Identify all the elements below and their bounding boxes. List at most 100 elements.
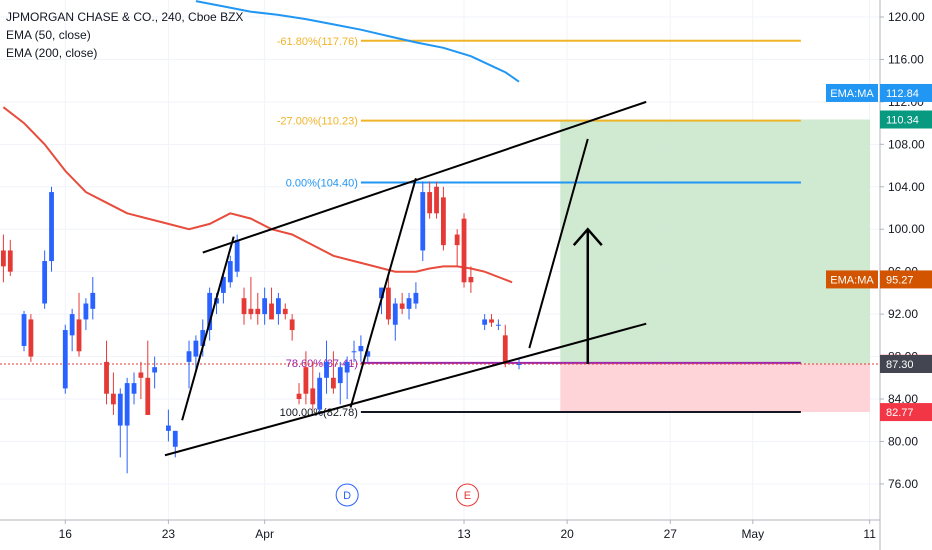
price-tag (880, 270, 932, 289)
price-tag (880, 403, 932, 422)
price-tag (880, 110, 932, 129)
candle-body (289, 319, 295, 331)
time-tick-label: 11 (863, 527, 876, 541)
candle-body (138, 372, 144, 378)
candle-body (255, 308, 261, 315)
candle-body (131, 383, 137, 394)
price-tag-value: 82.77 (886, 407, 914, 419)
event-marker (455, 483, 479, 507)
candle-body (49, 192, 54, 262)
up-arrow-head (572, 227, 603, 247)
candle-body (399, 303, 405, 309)
position-zones (560, 119, 870, 413)
candle-body (7, 250, 13, 272)
candle-body (496, 324, 501, 326)
price-tag (880, 83, 932, 102)
ema200-line (195, 0, 520, 83)
price-tick-label: 76.00 (888, 477, 918, 491)
price-tag-value: 112.84 (886, 88, 919, 100)
candle-body (441, 197, 446, 246)
price-tick-label: 80.00 (888, 434, 918, 448)
candles (1, 181, 522, 474)
ema50-line (2, 106, 513, 284)
candle-body (296, 393, 302, 400)
ema-tag (826, 83, 878, 102)
candle-body (386, 287, 391, 320)
ema-tag-label: EMA:MA (830, 274, 874, 286)
candle-body (482, 319, 488, 325)
candle-body (124, 383, 130, 426)
price-tick-label: 92.00 (888, 307, 918, 321)
price-tag-value: 110.34 (886, 114, 919, 126)
candle-body (152, 367, 158, 373)
candle-body (406, 298, 412, 309)
candle-body (365, 351, 371, 357)
candle-body (461, 218, 467, 283)
candle-body (200, 330, 206, 346)
candle-body (310, 388, 316, 405)
candle-body (489, 319, 494, 323)
candle-body (331, 377, 336, 389)
candle-body (227, 261, 233, 283)
time-tick-label: 13 (457, 527, 471, 541)
candle-body (351, 351, 357, 353)
trendline (181, 236, 235, 421)
time-tick-label: Apr (255, 527, 274, 541)
candle-body (379, 287, 384, 299)
candle-body (303, 367, 309, 394)
time-axis[interactable]: 16 23 Apr 13 20 27 May 11 (0, 519, 880, 541)
event-label: D (343, 490, 351, 502)
symbol-title[interactable]: JPMORGAN CHASE & CO., 240, Cboe BZX (6, 10, 244, 24)
candle-body (117, 393, 123, 426)
candle-body (248, 308, 254, 315)
candle-body (392, 303, 398, 325)
candle-body (276, 298, 281, 315)
candle-body (344, 361, 350, 373)
chart-legend: JPMORGAN CHASE & CO., 240, Cboe BZX EMA … (6, 8, 243, 62)
ema-lines (2, 0, 520, 284)
price-tick-label: 100.00 (888, 222, 925, 236)
price-tick-label: 120.00 (888, 10, 925, 24)
candle-body (111, 393, 116, 405)
candle-body (468, 276, 474, 283)
trendline (202, 100, 647, 254)
fib-label: -61.80%(117.76) (277, 36, 358, 48)
time-tick-label: 27 (664, 527, 678, 541)
trendline (349, 178, 417, 408)
trendlines (164, 100, 647, 457)
candle-body (324, 361, 329, 378)
price-tick-label: 84.00 (888, 392, 918, 406)
candle-body (516, 364, 522, 365)
candle-body (172, 430, 178, 447)
candle-body (21, 314, 27, 346)
candle-body (269, 303, 274, 320)
price-tag-value: 87.30 (886, 359, 914, 371)
candle-body (69, 314, 75, 336)
fib-label: -27.00%(110.23) (277, 116, 358, 128)
trendline (164, 322, 647, 457)
trendline (528, 138, 589, 349)
candle-body (83, 303, 89, 320)
candle-body (454, 234, 460, 246)
time-tick-label: 23 (162, 527, 176, 541)
candle-body (234, 239, 240, 272)
candle-body (434, 186, 439, 214)
profit-zone (560, 119, 870, 364)
ema200-legend[interactable]: EMA (200, close) (6, 46, 98, 60)
candle-body (76, 319, 82, 352)
ema50-legend[interactable]: EMA (50, close) (6, 28, 91, 42)
candle-body (145, 377, 151, 415)
candle-body (90, 292, 96, 309)
candle-body (62, 330, 68, 389)
price-tag (880, 355, 932, 373)
candle-body (207, 292, 213, 331)
candle-body (420, 192, 426, 251)
loss-zone (560, 363, 870, 413)
candle-body (1, 250, 6, 267)
candle-body (413, 292, 419, 304)
ema-tag-label: EMA:MA (830, 88, 874, 100)
candle-body (358, 345, 364, 352)
event-label: E (464, 490, 471, 502)
